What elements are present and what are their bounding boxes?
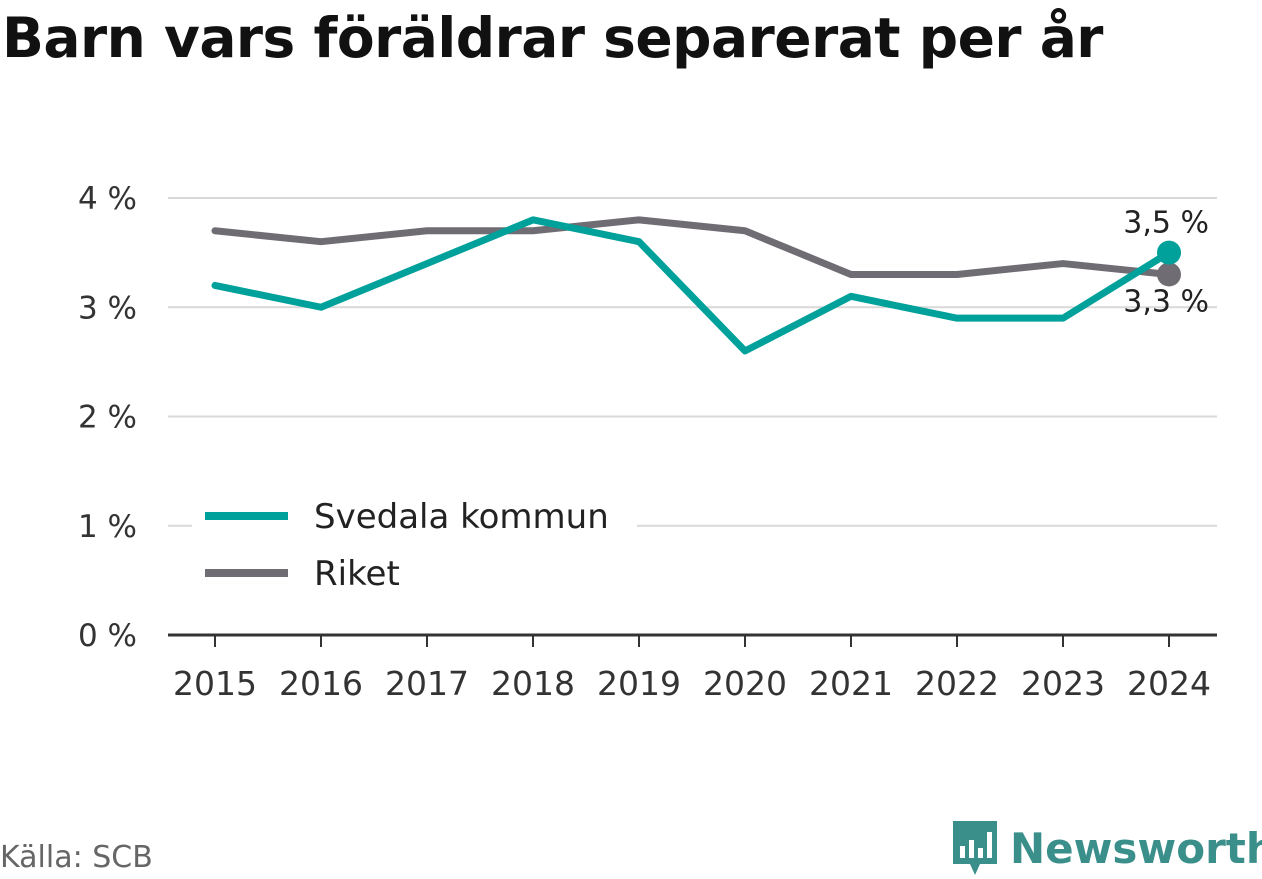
chart-title: Barn vars föräldrar separerat per år xyxy=(2,6,1103,70)
y-tick-label: 0 % xyxy=(78,618,137,654)
series-end-point xyxy=(1157,262,1181,287)
brand-logo: Newsworthy xyxy=(950,818,1262,878)
y-axis-labels: 0 % 1 % 2 % 3 % 4 % xyxy=(78,181,137,654)
gridlines xyxy=(168,197,1217,527)
x-tick-label: 2024 xyxy=(1127,664,1211,703)
series-line xyxy=(211,216,1173,278)
y-tick-label: 1 % xyxy=(78,509,137,545)
brand-name: Newsworthy xyxy=(1010,823,1262,873)
legend-label: Riket xyxy=(314,554,400,594)
source-note: Källa: SCB xyxy=(0,840,153,875)
x-tick-label: 2015 xyxy=(173,664,257,703)
x-tick-label: 2018 xyxy=(491,664,575,703)
x-axis: 2015 2016 2017 2018 2019 2020 2021 2022 2023 2024 xyxy=(168,633,1217,703)
x-tick-label: 2016 xyxy=(279,664,363,703)
x-tick-label: 2019 xyxy=(597,664,681,703)
series-line xyxy=(211,216,1173,355)
legend-background xyxy=(192,488,637,608)
y-tick-label: 4 % xyxy=(78,181,137,217)
data-label: 3,5 % xyxy=(1123,206,1209,241)
series-end-point xyxy=(1157,240,1181,265)
bar-chart-logo-icon xyxy=(953,821,997,875)
x-tick-label: 2021 xyxy=(809,664,893,703)
legend: Svedala kommun Riket xyxy=(192,488,637,608)
data-label: 3,3 % xyxy=(1123,284,1209,319)
y-tick-label: 2 % xyxy=(78,400,137,436)
x-tick-label: 2023 xyxy=(1021,664,1105,703)
x-tick-label: 2017 xyxy=(385,664,469,703)
x-tick-label: 2022 xyxy=(915,664,999,703)
legend-label: Svedala kommun xyxy=(314,497,609,537)
series-lines xyxy=(211,216,1181,355)
x-tick-label: 2020 xyxy=(703,664,787,703)
y-tick-label: 3 % xyxy=(78,290,137,326)
end-labels: 3,5 % 3,3 % xyxy=(1123,206,1209,320)
